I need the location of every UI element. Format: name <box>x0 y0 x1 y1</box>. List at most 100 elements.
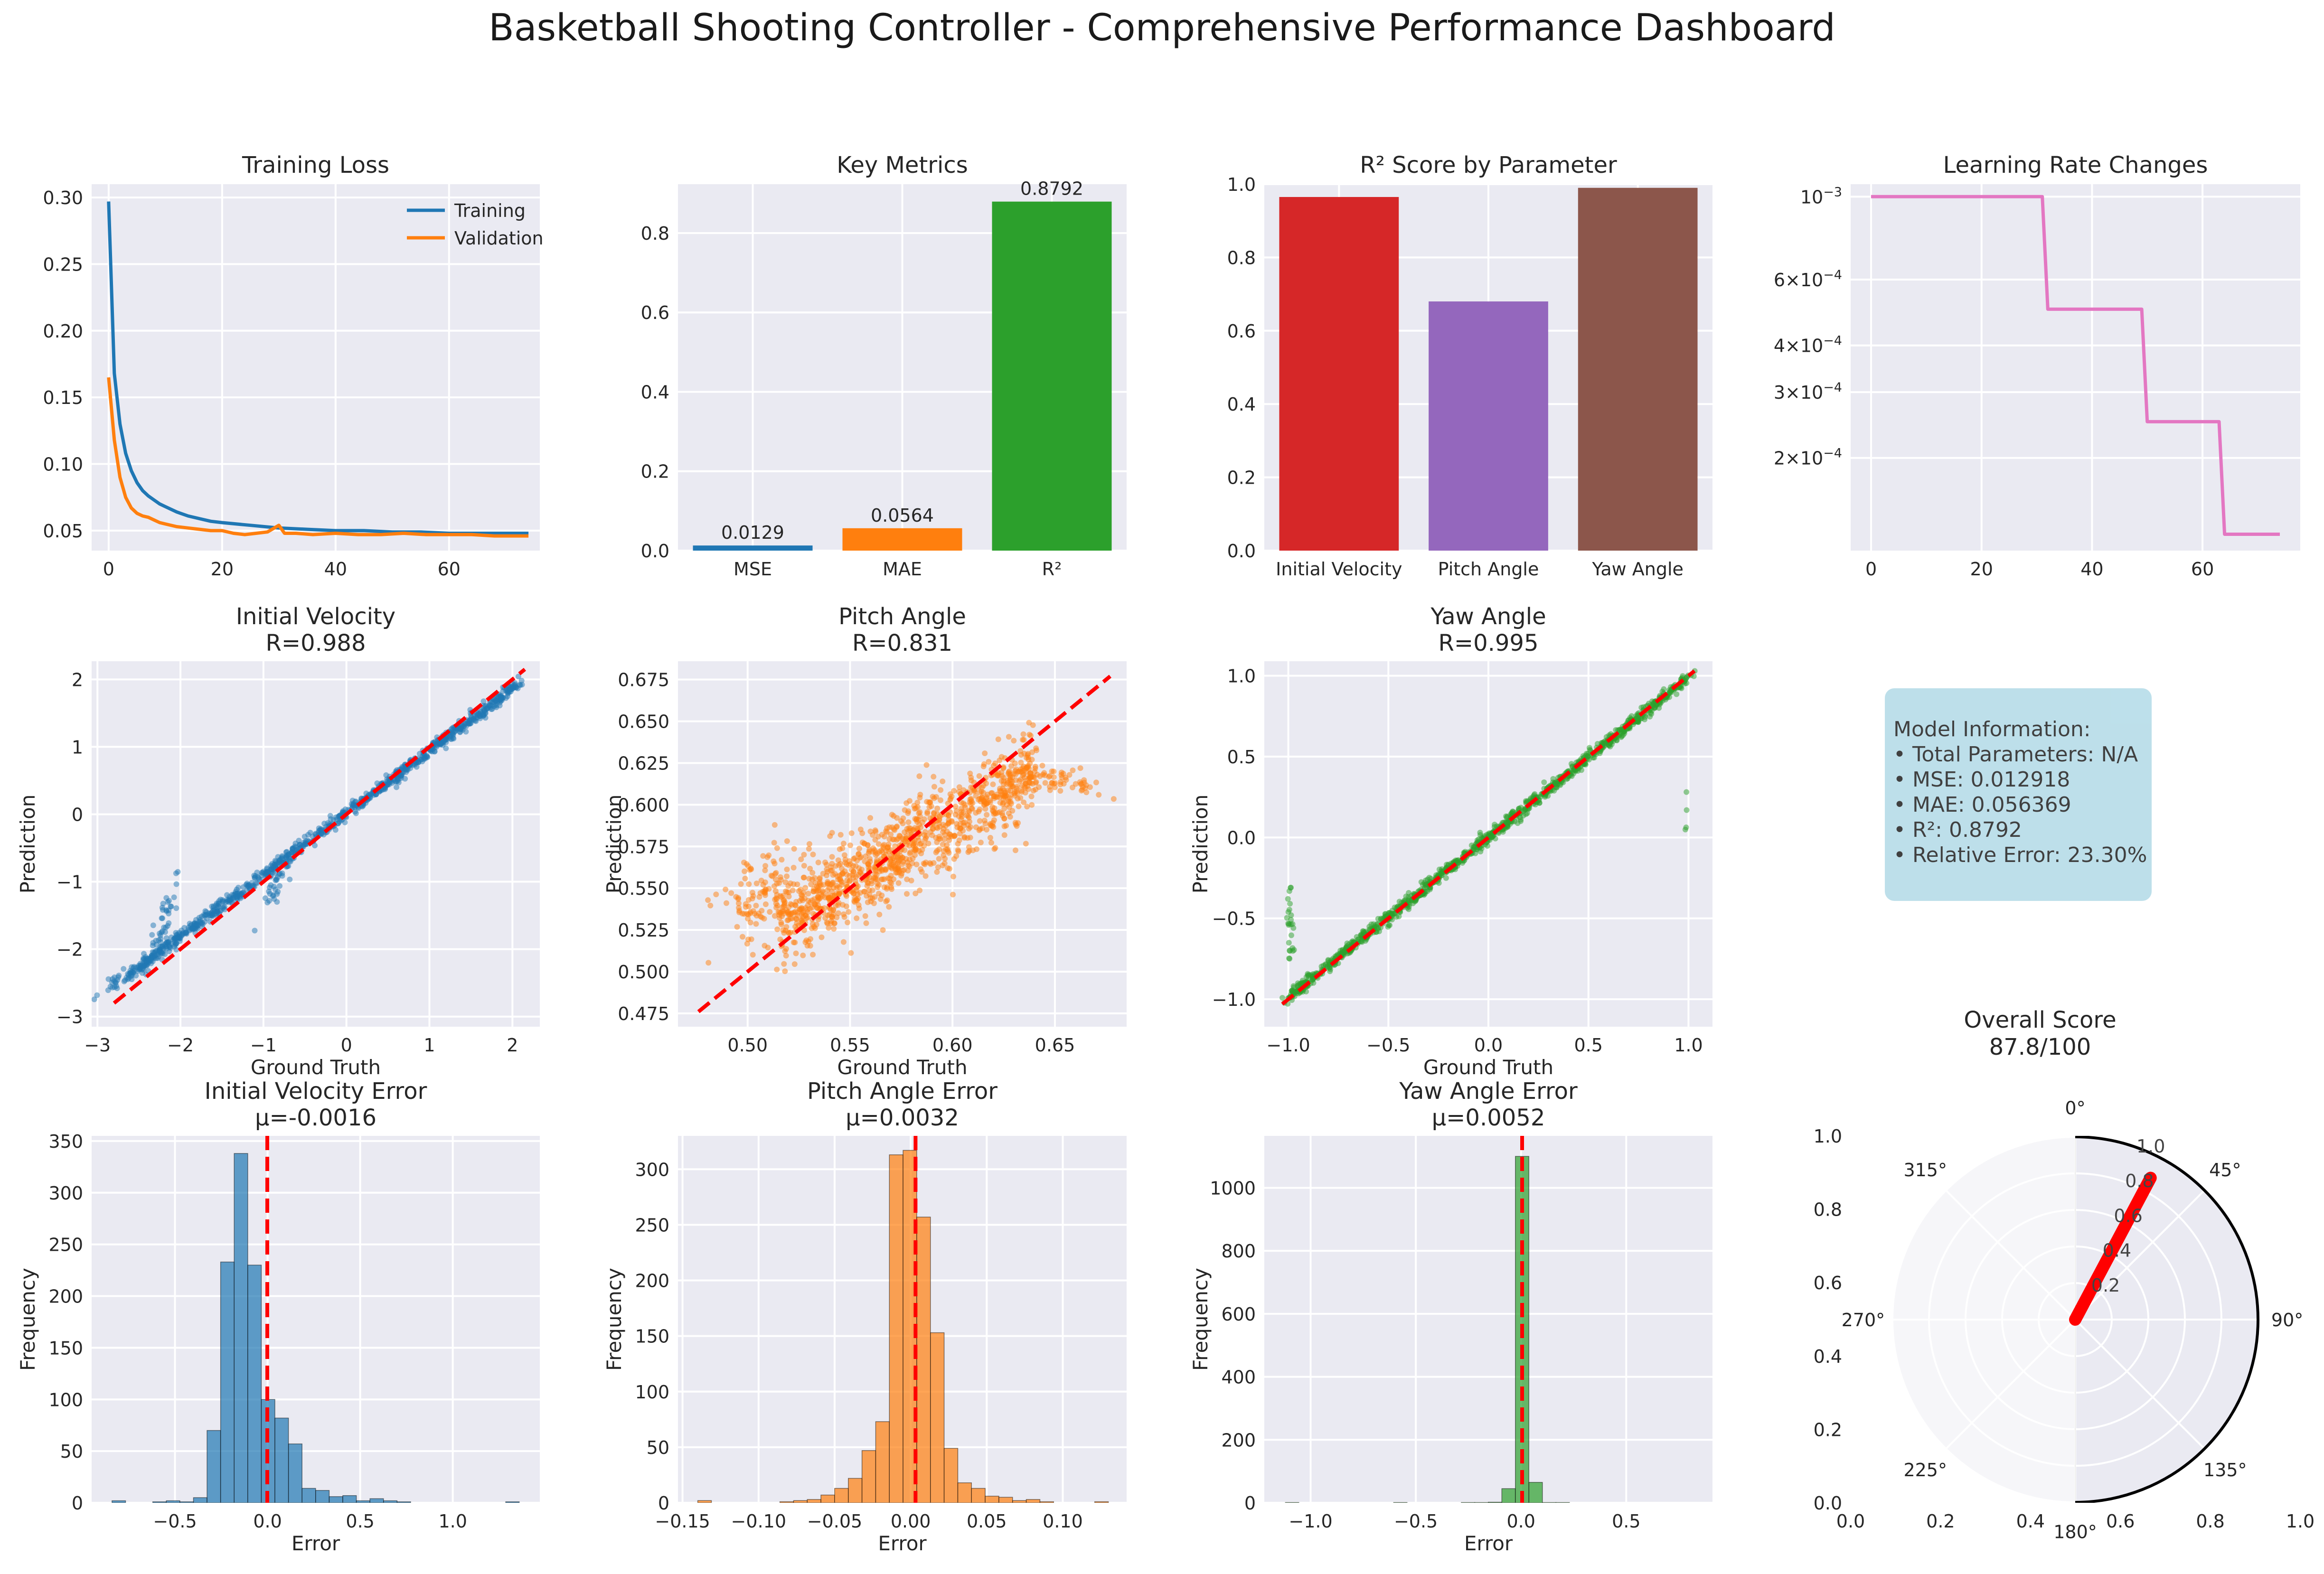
scatter-point <box>876 890 882 897</box>
y-tick-label: 100 <box>635 1382 669 1403</box>
scatter-point <box>982 750 988 757</box>
bar <box>1429 301 1548 551</box>
scatter-point <box>977 826 983 832</box>
panel-subtitle: μ=0.0052 <box>1432 1105 1545 1131</box>
hist-bar <box>234 1153 248 1503</box>
hist-bar <box>998 1497 1013 1503</box>
scatter-point <box>1020 731 1026 737</box>
model-info-box: Model Information: • Total Parameters: N… <box>1885 688 2152 901</box>
scatter-point <box>862 858 868 864</box>
y-tick-label: 0.4 <box>1227 394 1256 415</box>
angular-gridline <box>1945 1190 2076 1321</box>
identity-line <box>1281 669 1696 1006</box>
panel-subtitle: 87.8/100 <box>1989 1034 2091 1060</box>
scatter-point <box>869 887 875 893</box>
scatter-point <box>1439 866 1445 872</box>
y-tick-label: 0.0 <box>641 541 669 562</box>
scatter-point <box>746 881 752 887</box>
scatter-point <box>835 910 841 916</box>
y-tick-label: 1.0 <box>1227 174 1256 195</box>
scatter-point <box>793 916 800 922</box>
hist-bar <box>315 1490 330 1503</box>
scatter-point <box>864 893 870 899</box>
x-tick-label: 0.0 <box>1506 1511 1535 1532</box>
scatter-point <box>159 929 165 936</box>
x-tick-label: R² <box>1042 559 1062 580</box>
scatter-point <box>170 937 177 943</box>
y-tick-label: 0.8 <box>1814 1199 1842 1220</box>
scatter-point <box>892 843 898 849</box>
scatter-point <box>812 880 819 886</box>
y-tick-label: 200 <box>635 1271 669 1292</box>
x-tick-label: 0 <box>1865 559 1877 580</box>
panel-learning_rate: Learning Rate Changes 10−3 6×10−4 4×10−4 3×1… <box>1774 152 2300 580</box>
scatter-point <box>810 888 817 894</box>
angular-gridline <box>1945 1319 2076 1450</box>
scatter-point <box>279 873 285 879</box>
x-tick-label: 0.05 <box>967 1511 1007 1532</box>
scatter-point <box>1029 781 1035 787</box>
y-tick-label: 50 <box>647 1437 669 1458</box>
scatter-point <box>836 891 842 897</box>
scatter-point <box>865 842 871 848</box>
scatter-point <box>808 936 814 942</box>
scatter-point <box>933 849 939 855</box>
scatter-point <box>1030 774 1036 780</box>
scatter-point <box>519 682 525 688</box>
scatter-point <box>771 883 777 890</box>
hist-bar <box>930 1332 945 1503</box>
y-tick-label: 1000 <box>1210 1178 1256 1199</box>
scatter-point <box>1018 752 1024 758</box>
y-tick-label: 0.15 <box>43 387 83 408</box>
hist-bar <box>1542 1502 1557 1503</box>
scatter-point <box>463 729 469 735</box>
plot-body <box>1279 184 1698 551</box>
scatter-point <box>772 913 778 919</box>
scatter-point <box>985 799 991 806</box>
scatter-point <box>1327 965 1333 971</box>
panel-title: Pitch Angle <box>838 603 966 630</box>
scatter-point <box>1070 767 1076 773</box>
x-tick-label: 40 <box>2080 559 2103 580</box>
scatter-point <box>333 814 339 820</box>
x-tick-label: 0.10 <box>1043 1511 1083 1532</box>
x-axis-label: Ground Truth <box>837 1056 967 1079</box>
bar-value-label: 0.0564 <box>871 505 934 526</box>
y-tick-label: 0.2 <box>1814 1419 1842 1440</box>
y-tick-label: 0.2 <box>641 461 669 482</box>
scatter-point <box>931 860 937 866</box>
y-axis-label: Prediction <box>16 795 39 894</box>
scatter-point <box>747 919 753 926</box>
scatter-point <box>760 853 766 859</box>
scatter-point <box>1014 790 1020 796</box>
scatter-point <box>903 800 910 806</box>
polar-body <box>1851 1136 2259 1503</box>
scatter-point <box>1553 780 1559 787</box>
x-tick-label: 0.50 <box>727 1035 768 1056</box>
scatter-point <box>181 925 188 931</box>
x-tick-label: −1 <box>250 1035 277 1056</box>
y-tick-label: 0 <box>72 804 83 825</box>
scatter-point <box>840 902 846 908</box>
scatter-point <box>421 756 427 762</box>
scatter-point <box>829 913 835 919</box>
scatter-point <box>908 878 914 884</box>
scatter-point <box>499 694 506 701</box>
scatter-point <box>780 892 786 899</box>
scatter-point <box>757 890 763 896</box>
scatter-point <box>867 815 874 821</box>
scatter-point <box>806 876 812 882</box>
scatter-point <box>264 899 271 906</box>
angle-label: 315° <box>1903 1160 1947 1180</box>
scatter-point <box>899 861 905 867</box>
scatter-point <box>995 736 1001 742</box>
scatter-point <box>946 866 952 872</box>
scatter-point <box>844 893 850 899</box>
y-tick-label: 0.25 <box>43 254 83 275</box>
scatter-point <box>245 883 251 890</box>
hist-bar <box>916 1217 931 1503</box>
scatter-point <box>919 847 925 853</box>
scatter-point <box>784 917 790 923</box>
